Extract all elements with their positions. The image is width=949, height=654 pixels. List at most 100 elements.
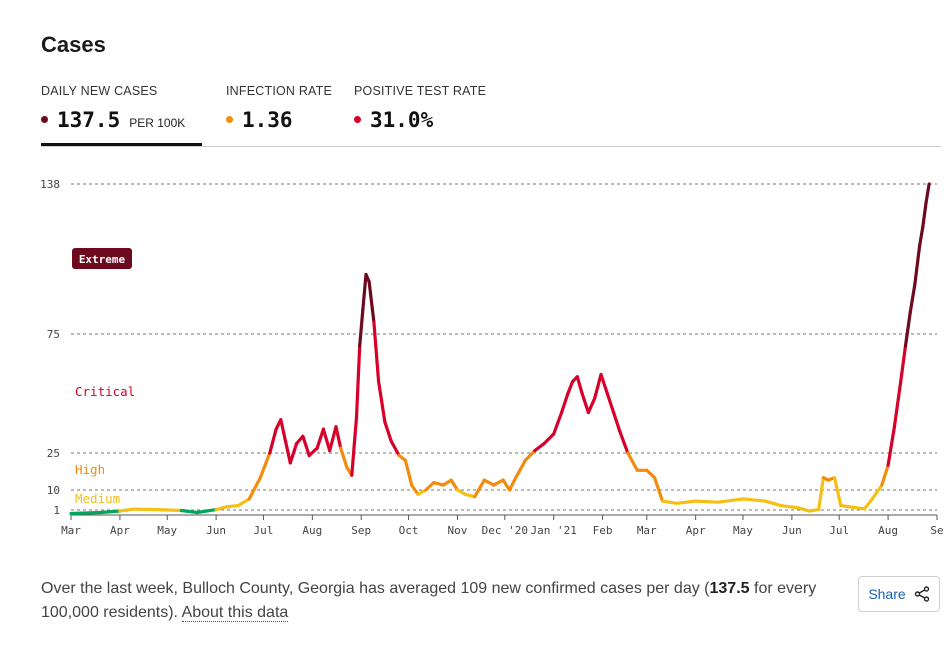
tab-positive-test-rate[interactable]: POSITIVE TEST RATE 31.0% (354, 84, 494, 146)
description-text: Over the last week, Bulloch County, Geor… (41, 580, 710, 597)
x-tick-label: Mar (637, 524, 657, 537)
series-segment (862, 497, 874, 511)
x-tick-label: Dec '20 (482, 524, 528, 537)
series-segment (132, 507, 160, 512)
series-segment (236, 497, 251, 508)
metric-dot-icon (354, 116, 361, 123)
series-segment (463, 492, 477, 499)
metric-dot-icon (41, 116, 48, 123)
about-data-link[interactable]: About this data (181, 604, 289, 622)
series-segment (741, 497, 767, 503)
tab-infection-rate[interactable]: INFECTION RATE 1.36 (226, 84, 341, 146)
series-segment (779, 504, 800, 510)
x-tick-label: Jun (206, 524, 226, 537)
series-segment (559, 391, 570, 415)
x-tick-label: Apr (110, 524, 130, 537)
metric-unit: PER 100K (129, 116, 186, 130)
x-tick-label: Jul (829, 524, 849, 537)
metric-value: 31.0% (370, 108, 434, 132)
series-segment (507, 476, 518, 492)
metric-value: 137.5 (57, 108, 121, 132)
series-segment (389, 439, 401, 458)
series-segment (886, 425, 897, 467)
series-segment (268, 427, 278, 455)
share-button[interactable]: Share (858, 576, 940, 612)
series-segment (482, 478, 496, 487)
series-segment (839, 504, 859, 510)
series-segment (924, 182, 931, 205)
series-segment (350, 415, 359, 477)
series-segment (523, 449, 537, 462)
series-segment (552, 410, 564, 436)
chart-description: Over the last week, Bulloch County, Geor… (41, 577, 831, 625)
series-segment (626, 451, 639, 472)
series-segment (807, 508, 821, 513)
series-segment (716, 497, 745, 504)
series-segment (156, 508, 183, 513)
series-segment (377, 380, 387, 424)
series-segment (334, 425, 343, 450)
series-segment (372, 320, 381, 384)
series-segment (908, 282, 917, 315)
series-segment (832, 476, 843, 508)
series-segment (593, 372, 603, 400)
share-label: Share (868, 586, 906, 602)
series-segment (611, 410, 622, 434)
series-segment (339, 446, 349, 470)
series-segment (354, 344, 362, 419)
series-segment (367, 279, 376, 324)
series-segment (69, 510, 103, 516)
series-segment (361, 272, 368, 312)
series-segment (288, 441, 299, 465)
metric-label: DAILY NEW CASES (41, 84, 158, 98)
series-segment (432, 481, 445, 487)
series-segment (913, 244, 922, 286)
series-segment (195, 508, 218, 515)
x-tick-label: Nov (448, 524, 468, 537)
series-segment (652, 476, 665, 503)
series-segment (279, 418, 288, 443)
series-segment (118, 507, 136, 513)
series-segment (214, 505, 229, 512)
y-tick-label: 138 (40, 178, 60, 191)
series-segment (566, 380, 575, 396)
series-segment (533, 441, 546, 453)
x-tick-label: May (733, 524, 753, 537)
series-segment (247, 476, 262, 501)
series-segment (321, 427, 332, 453)
series-segment (817, 476, 826, 512)
series-segment (921, 201, 928, 229)
svg-text:Extreme: Extreme (79, 253, 126, 266)
series-segment (99, 509, 122, 515)
y-tick-label: 10 (47, 484, 60, 497)
page-title: Cases (41, 32, 106, 57)
series-segment (580, 391, 591, 415)
description-text-end: for every 100,000 residents). (41, 580, 817, 621)
tab-daily-new-cases[interactable]: DAILY NEW CASES 137.5 PER 100K (41, 84, 202, 146)
series-segment (618, 430, 630, 455)
metric-label: POSITIVE TEST RATE (354, 84, 487, 98)
x-tick-label: Se (930, 524, 943, 537)
series-segment (694, 499, 720, 504)
metric-dot-icon (226, 116, 233, 123)
series-segment (542, 432, 556, 446)
series-segment (328, 425, 338, 453)
series-segment (586, 396, 597, 415)
cases-chart: 1 10 25 75 138 Mar Apr May Jun Jul Aug Sep Oct Nov Dec… (40, 178, 944, 537)
y-tick-label: 25 (47, 447, 60, 460)
y-tick-label: 75 (47, 328, 60, 341)
series-segment (315, 427, 325, 450)
zone-label-critical: Critical (75, 384, 135, 399)
series-segment (880, 463, 890, 487)
series-segment (763, 499, 783, 508)
metric-value: 1.36 (242, 108, 293, 132)
x-tick-label: Aug (302, 524, 322, 537)
series-segment (870, 483, 884, 501)
metric-tabs: DAILY NEW CASES 137.5 PER 100K INFECTION… (41, 84, 941, 147)
x-tick-label: Sep (351, 524, 371, 537)
series-segment (403, 458, 414, 487)
series-segment (424, 481, 436, 492)
metric-label: INFECTION RATE (226, 84, 333, 98)
description-highlight: 137.5 (709, 580, 750, 597)
series-segment (514, 458, 527, 480)
